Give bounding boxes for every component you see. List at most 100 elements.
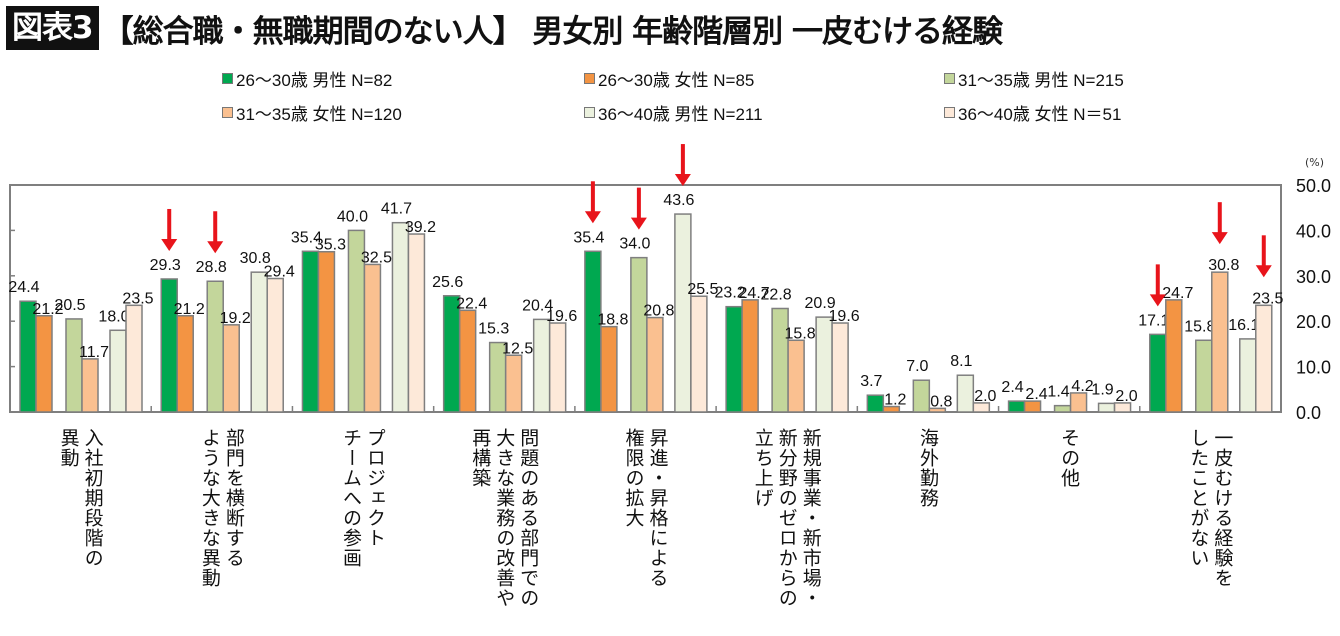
- legend-item: 36〜40歳 女性 N＝51: [944, 100, 1121, 125]
- chart-title: 【総合職・無職期間のない人】 男女別 年齢階層別 一皮むける経験: [102, 13, 1003, 50]
- legend-item: 26〜30歳 女性 N=85: [584, 66, 754, 91]
- data-label: 24.7: [739, 285, 770, 302]
- data-label: 1.2: [884, 392, 906, 409]
- bar: [1195, 339, 1213, 413]
- bar: [1053, 404, 1072, 413]
- annotation-arrow-icon: [630, 217, 647, 230]
- data-label: 12.5: [502, 340, 533, 357]
- legend-item: 31〜35歳 女性 N=120: [222, 100, 402, 125]
- bar: [548, 322, 567, 413]
- annotation-arrow-icon: [1149, 294, 1166, 307]
- legend-item: 26〜30歳 男性 N=82: [222, 66, 392, 91]
- bar: [831, 322, 849, 413]
- legend-swatch: [584, 107, 595, 118]
- data-label: 29.3: [150, 257, 181, 274]
- legend-swatch: [584, 73, 595, 84]
- data-label: 0.8: [930, 393, 952, 410]
- bar: [912, 379, 931, 413]
- y-axis-unit: (%): [1305, 156, 1324, 169]
- data-label: 32.5: [361, 249, 392, 266]
- data-label: 15.3: [478, 321, 509, 338]
- data-label: 18.0: [98, 308, 129, 325]
- data-label: 30.8: [240, 250, 271, 267]
- bar: [600, 325, 618, 413]
- y-tick-label: 40.0: [1296, 221, 1331, 241]
- data-label: 4.2: [1071, 378, 1093, 395]
- bar: [407, 233, 426, 413]
- x-category-label: 問題のある部門での 大きな業務の改善や 再構築: [469, 428, 540, 608]
- data-label: 15.8: [785, 325, 816, 342]
- bar: [584, 250, 602, 413]
- data-label: 2.0: [1115, 388, 1137, 405]
- annotation-arrow-icon: [674, 174, 691, 187]
- data-label: 1.9: [1091, 381, 1113, 398]
- x-category-label: 新規事業・新市場・ 新分野のゼロからの 立ち上げ: [751, 428, 822, 608]
- x-category-label: 部門を横断する ような大きな異動: [198, 428, 245, 588]
- bar: [504, 354, 523, 413]
- bar: [928, 407, 947, 413]
- x-category-label: プロジェクト チームへの参画: [340, 428, 387, 568]
- data-label: 1.4: [1047, 384, 1069, 401]
- data-label: 16.1: [1228, 317, 1259, 334]
- data-label: 43.6: [663, 192, 694, 209]
- bar: [176, 315, 194, 413]
- legend-item: 36〜40歳 男性 N=211: [584, 100, 763, 125]
- bar: [81, 358, 99, 413]
- bar: [1211, 271, 1229, 413]
- x-category-label: 昇進・昇格による 権限の拡大: [622, 428, 669, 588]
- figure-badge: 図表3: [6, 6, 99, 50]
- data-label: 25.6: [432, 274, 463, 291]
- bar: [674, 213, 692, 413]
- data-label: 25.5: [687, 281, 718, 298]
- bar: [160, 278, 178, 413]
- data-label: 19.2: [220, 310, 251, 327]
- bar: [771, 307, 789, 413]
- bar: [1255, 304, 1273, 413]
- bar: [266, 277, 284, 413]
- annotation-arrow-icon: [161, 238, 178, 251]
- data-label: 39.2: [405, 219, 436, 236]
- bar: [725, 305, 743, 413]
- bar: [630, 256, 648, 413]
- bar: [815, 316, 833, 413]
- bar: [222, 324, 240, 413]
- chart-title-row: 図表3 【総合職・無職期間のない人】 男女別 年齢階層別 一皮むける経験: [6, 4, 1003, 52]
- data-label: 23.5: [122, 290, 153, 307]
- data-label: 20.9: [805, 295, 836, 312]
- data-label: 19.6: [829, 308, 860, 325]
- data-label: 21.2: [174, 301, 205, 318]
- data-label: 22.8: [761, 286, 792, 303]
- legend-label: 31〜35歳 女性 N=120: [236, 105, 402, 124]
- y-tick-label: 50.0: [1296, 176, 1331, 196]
- bar: [690, 295, 708, 413]
- bar: [882, 405, 901, 413]
- legend-swatch: [222, 73, 233, 84]
- bar: [741, 299, 759, 413]
- data-label: 17.1: [1138, 312, 1169, 329]
- data-label: 41.7: [381, 201, 412, 218]
- data-label: 23.5: [1252, 290, 1283, 307]
- data-label: 35.3: [315, 237, 346, 254]
- bar: [363, 263, 382, 413]
- bar: [65, 318, 83, 413]
- bar: [125, 304, 143, 413]
- legend-label: 36〜40歳 女性 N＝51: [958, 105, 1122, 124]
- data-label: 2.4: [1025, 386, 1047, 403]
- data-label: 21.2: [32, 301, 63, 318]
- y-tick-label: 0.0: [1296, 403, 1321, 423]
- bar: [1069, 392, 1088, 413]
- data-label: 24.4: [8, 279, 39, 296]
- bar: [250, 271, 268, 413]
- data-label: 35.4: [291, 229, 322, 246]
- bar: [1023, 400, 1042, 413]
- bar: [19, 300, 37, 413]
- data-label: 28.8: [196, 259, 227, 276]
- data-label: 24.7: [1162, 285, 1193, 302]
- bar: [442, 295, 461, 413]
- annotation-arrow-icon: [1255, 265, 1272, 278]
- data-label: 29.4: [264, 264, 295, 281]
- bar: [1149, 333, 1167, 413]
- data-label: 20.5: [54, 297, 85, 314]
- bar: [301, 250, 320, 413]
